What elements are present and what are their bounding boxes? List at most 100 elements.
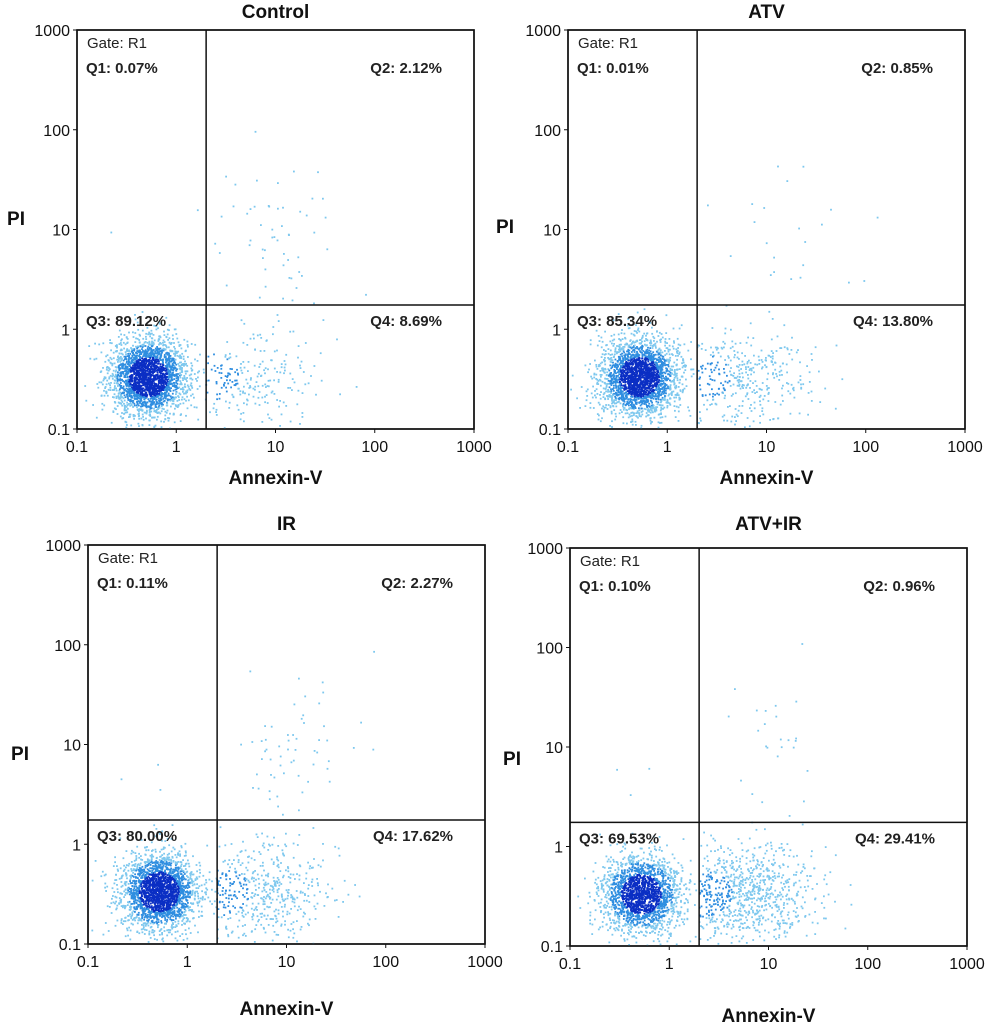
event-dot: [179, 388, 182, 391]
event-dot: [661, 404, 664, 407]
event-dot: [143, 398, 146, 401]
event-dot: [320, 379, 323, 382]
event-dot: [118, 398, 121, 400]
event-dot: [121, 365, 123, 367]
event-dot: [128, 380, 131, 383]
event-dot: [140, 389, 143, 391]
event-dot: [641, 386, 644, 389]
event-dot: [84, 385, 87, 387]
event-dot: [148, 393, 151, 395]
event-dot: [237, 408, 240, 411]
event-dot: [659, 390, 661, 393]
event-dot: [639, 391, 642, 393]
event-dot: [638, 375, 641, 378]
event-dot: [145, 369, 148, 372]
event-dot: [158, 357, 161, 360]
event-dot: [277, 320, 280, 322]
event-dot: [642, 370, 645, 373]
event-dot: [116, 378, 119, 381]
event-dot: [660, 394, 662, 397]
event-dot: [160, 382, 163, 384]
event-dot: [613, 380, 615, 383]
event-dot: [140, 378, 143, 381]
event-dot: [679, 378, 681, 381]
event-dot: [136, 337, 139, 340]
event-dot: [144, 359, 146, 362]
event-dot: [595, 329, 598, 332]
event-dot: [147, 345, 150, 348]
event-dot: [644, 370, 646, 373]
event-dot: [607, 379, 610, 382]
event-dot: [623, 374, 626, 377]
event-dot: [133, 354, 136, 356]
event-dot: [590, 375, 592, 378]
event-dot: [113, 396, 115, 399]
event-dot: [122, 359, 125, 362]
event-dot: [252, 395, 255, 398]
event-dot: [153, 339, 156, 342]
event-dot: [643, 407, 646, 410]
event-dot: [191, 387, 194, 389]
event-dot: [115, 387, 117, 390]
event-dot: [637, 386, 640, 388]
event-dot: [659, 367, 662, 369]
event-dot: [621, 390, 624, 393]
event-dot: [155, 393, 158, 396]
event-dot: [620, 379, 623, 382]
event-dot: [152, 334, 155, 336]
event-dot: [761, 382, 764, 384]
event-dot: [196, 209, 199, 212]
event-dot: [628, 407, 631, 410]
event-dot: [150, 349, 153, 352]
event-dot: [317, 171, 319, 174]
event-dot: [137, 386, 140, 389]
event-dot: [594, 359, 596, 362]
event-dot: [646, 348, 649, 351]
event-dot: [785, 363, 788, 366]
event-dot: [143, 381, 146, 383]
event-dot: [685, 364, 687, 367]
event-dot: [304, 342, 307, 344]
event-dot: [130, 347, 132, 349]
event-dot: [636, 411, 639, 414]
event-dot: [159, 402, 162, 405]
event-dot: [729, 405, 731, 407]
event-dot: [158, 397, 160, 400]
event-dot: [631, 386, 633, 389]
event-dot: [650, 342, 653, 345]
event-dot: [652, 390, 655, 393]
event-dot: [791, 336, 793, 339]
event-dot: [133, 404, 136, 407]
event-dot: [669, 387, 672, 390]
event-dot: [661, 391, 664, 393]
event-dot: [277, 381, 280, 383]
event-dot: [645, 401, 648, 404]
event-dot: [631, 354, 634, 356]
event-dot: [140, 361, 142, 364]
event-dot: [653, 389, 656, 392]
event-dot: [128, 394, 131, 396]
event-dot: [243, 322, 246, 325]
event-dot: [650, 400, 653, 403]
event-dot: [120, 356, 122, 358]
event-dot: [656, 403, 659, 406]
event-dot: [127, 397, 129, 399]
event-dot: [164, 372, 167, 375]
event-dot: [658, 395, 660, 398]
event-dot: [254, 130, 257, 133]
event-dot: [133, 402, 136, 405]
event-dot: [123, 408, 126, 411]
event-dot: [126, 355, 129, 357]
event-dot: [159, 370, 162, 373]
event-dot: [641, 357, 644, 360]
event-dot: [659, 354, 662, 357]
event-dot: [649, 347, 652, 349]
event-dot: [639, 378, 642, 381]
event-dot: [619, 338, 622, 341]
event-dot: [89, 357, 92, 360]
event-dot: [326, 248, 329, 251]
event-dot: [616, 401, 619, 404]
event-dot: [164, 418, 167, 420]
event-dot: [153, 391, 156, 394]
event-dot: [655, 395, 658, 398]
